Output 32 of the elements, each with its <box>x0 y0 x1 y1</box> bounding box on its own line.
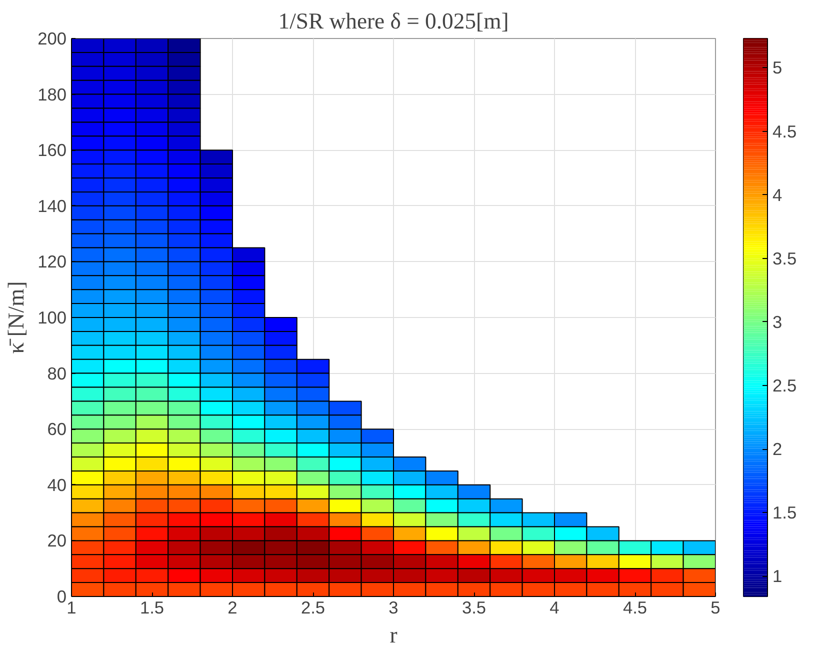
y-tick-label: 180 <box>38 84 67 104</box>
x-tick-label: 2 <box>228 598 238 618</box>
color-bar-label: 2 <box>772 439 782 460</box>
y-tick-label: 80 <box>47 363 67 384</box>
x-tick-label: 4 <box>550 598 560 618</box>
x-axis-title: r <box>390 622 398 648</box>
color-bar-label: 4 <box>772 184 782 205</box>
color-bar-label: 1 <box>772 566 782 586</box>
color-bar-label: 5 <box>772 58 782 78</box>
color-bar-label: 1.5 <box>772 502 797 523</box>
x-tick-label: 1.5 <box>140 598 164 618</box>
x-tick-label: 3 <box>388 598 398 618</box>
x-tick-label: 1 <box>66 598 76 618</box>
chart-title: 1/SR where δ = 0.025[m] <box>278 8 509 34</box>
color-bar-label: 2.5 <box>772 376 797 396</box>
x-tick-label: 2.5 <box>300 598 326 618</box>
x-tick-label: 3.5 <box>462 598 486 618</box>
x-tick-label: 4.5 <box>622 598 648 618</box>
y-tick-label: 60 <box>47 419 67 440</box>
color-bar-label: 3 <box>772 312 782 332</box>
y-tick-label: 20 <box>47 530 67 551</box>
x-tick-label: 5 <box>710 598 720 618</box>
y-axis-title: κ̄ [N/m] <box>4 281 29 354</box>
color-bar-label: 3.5 <box>772 248 797 268</box>
y-tick-label: 40 <box>47 474 67 495</box>
y-tick-label: 160 <box>38 140 67 160</box>
y-tick-label: 0 <box>56 586 67 606</box>
y-tick-label: 140 <box>38 196 67 216</box>
y-tick-label: 120 <box>38 252 67 272</box>
y-tick-label: 100 <box>38 308 67 328</box>
color-bar-label: 4.5 <box>772 121 797 142</box>
y-tick-label: 200 <box>38 28 67 48</box>
